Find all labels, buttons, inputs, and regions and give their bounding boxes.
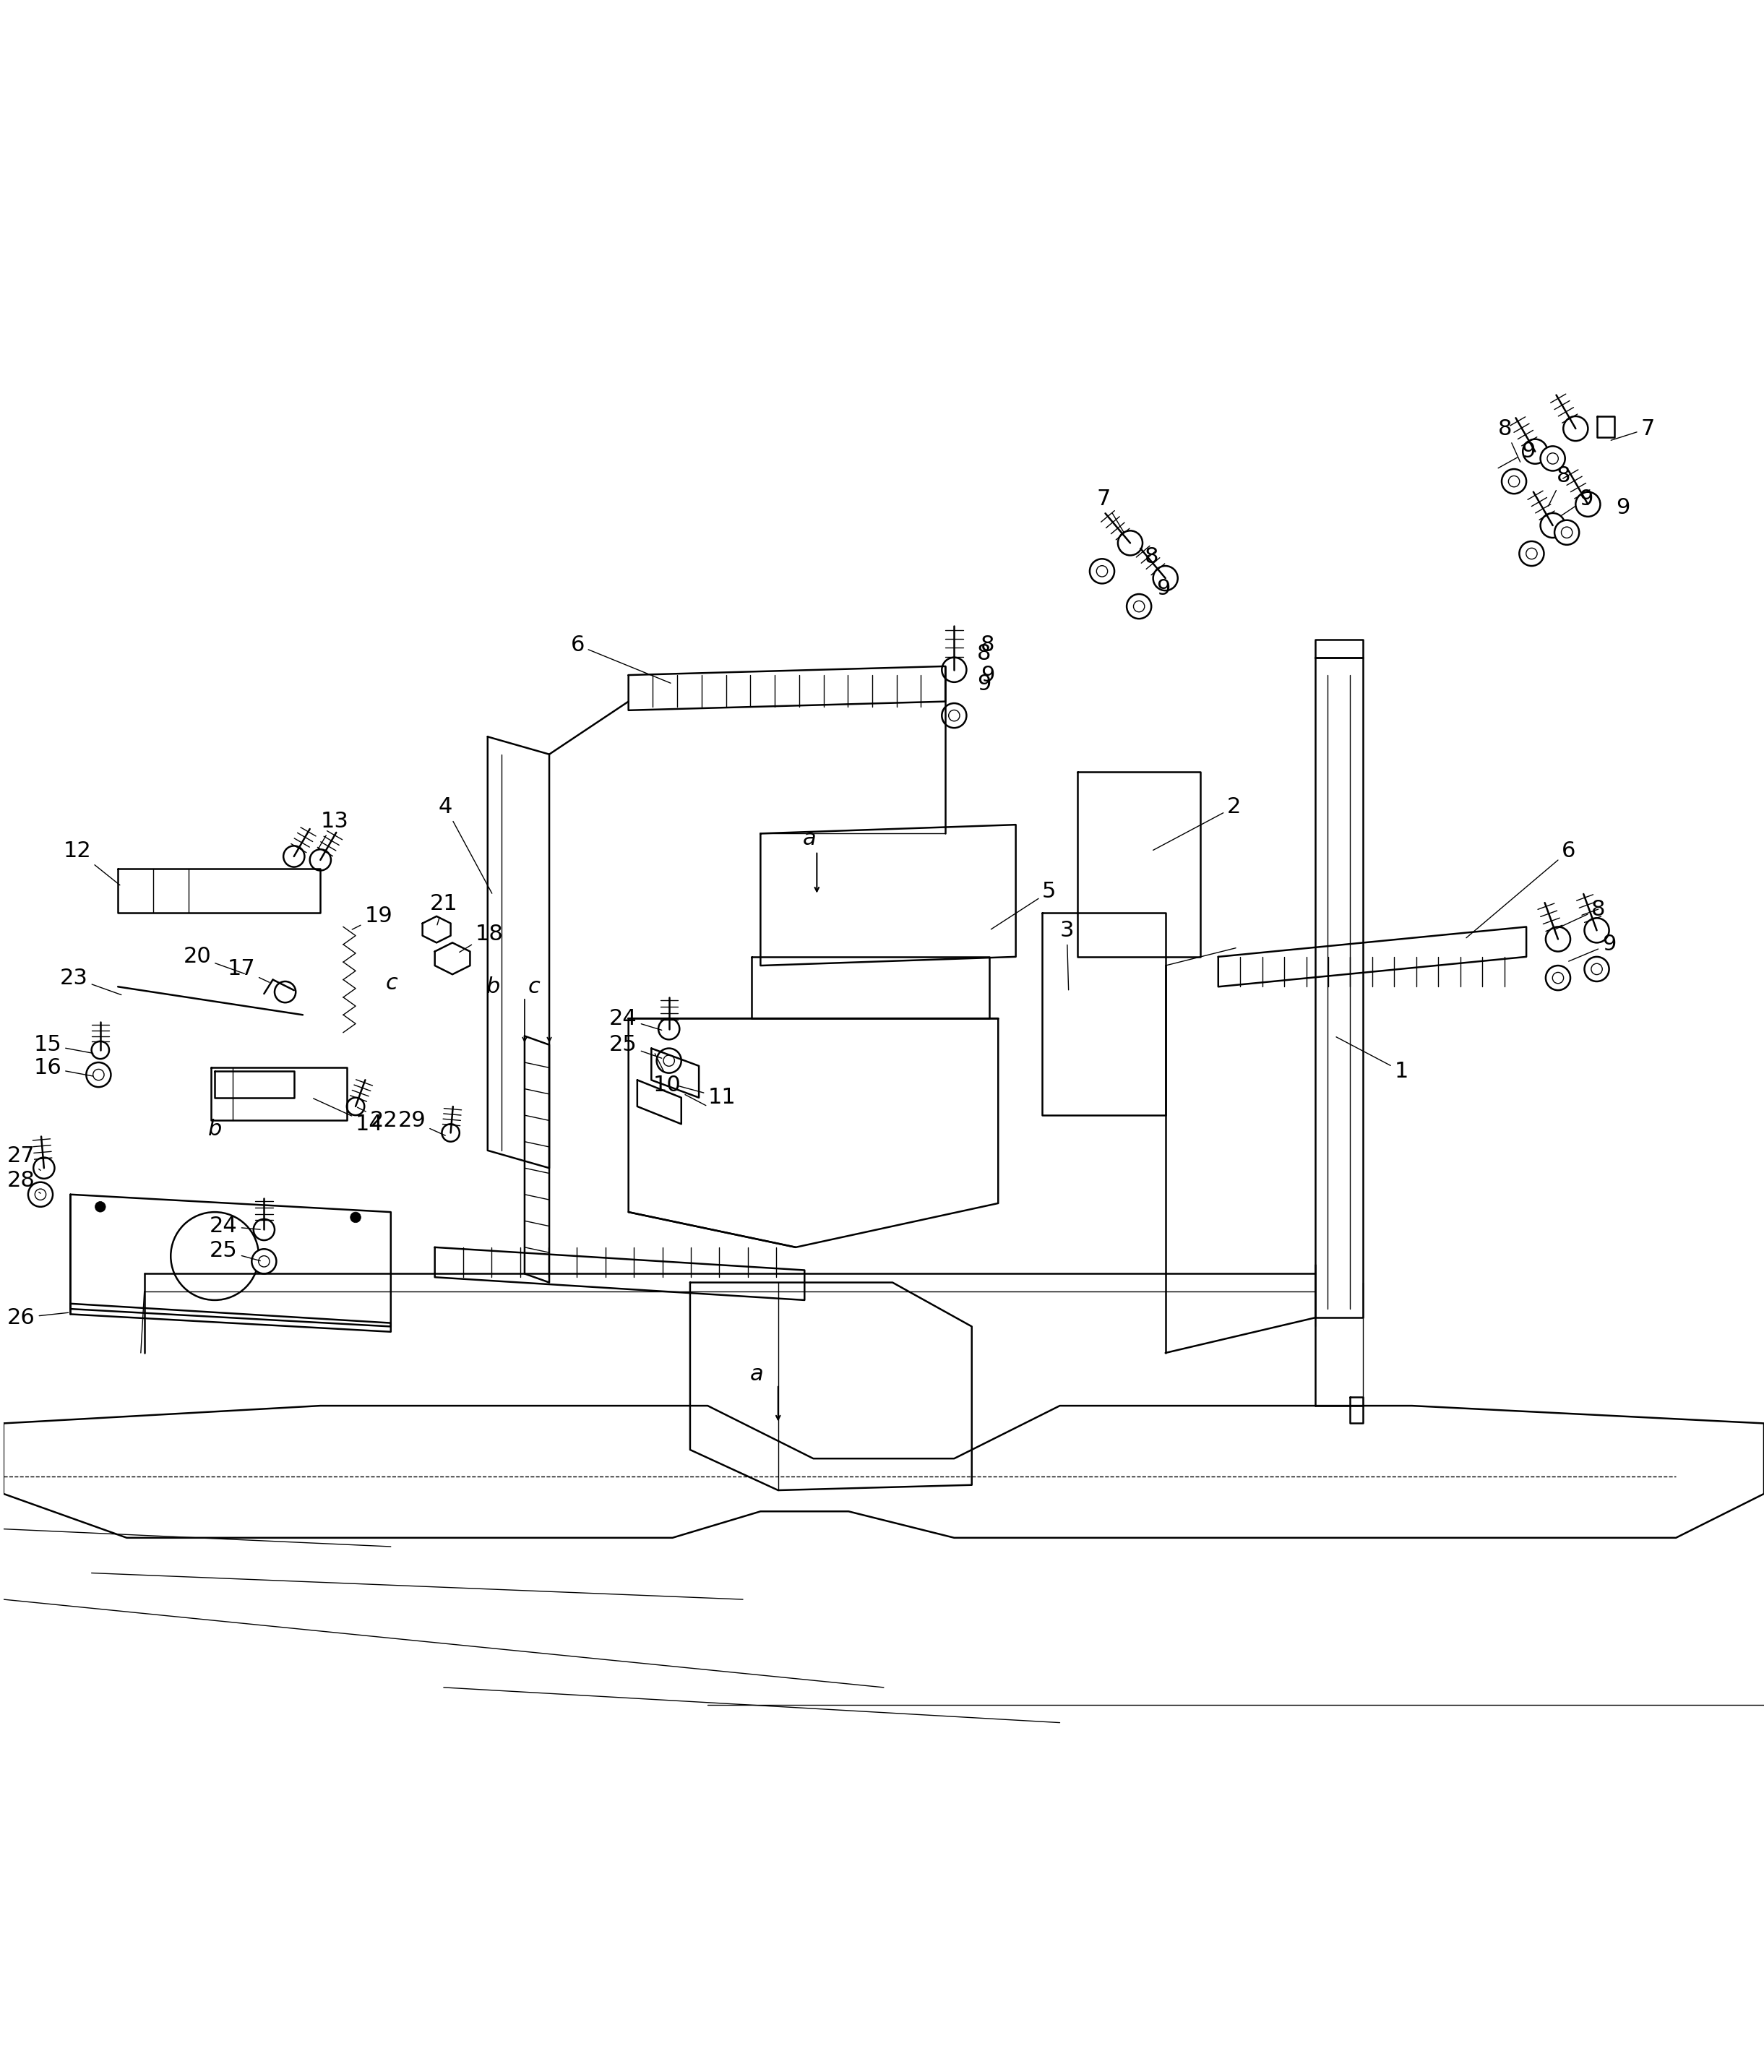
Circle shape: [949, 711, 960, 721]
Circle shape: [1540, 445, 1565, 470]
Text: 10: 10: [653, 1075, 706, 1106]
Circle shape: [1154, 566, 1178, 591]
Circle shape: [92, 1042, 109, 1059]
Circle shape: [1545, 966, 1570, 990]
Text: c: c: [527, 976, 540, 997]
Text: 6: 6: [570, 634, 670, 684]
Circle shape: [1575, 491, 1600, 516]
Text: 8: 8: [1145, 547, 1159, 568]
Text: 25: 25: [609, 1034, 662, 1059]
Circle shape: [1563, 416, 1588, 441]
Text: 7: 7: [1611, 419, 1655, 439]
Circle shape: [1584, 957, 1609, 982]
Text: 17: 17: [228, 959, 270, 982]
Text: 20: 20: [183, 947, 245, 974]
Text: 11: 11: [677, 1086, 736, 1109]
Text: 9: 9: [1498, 441, 1535, 468]
Circle shape: [1501, 468, 1526, 493]
Text: 14: 14: [314, 1098, 383, 1135]
Circle shape: [1552, 972, 1563, 984]
Circle shape: [28, 1183, 53, 1206]
Circle shape: [1519, 541, 1544, 566]
Circle shape: [95, 1202, 106, 1212]
Circle shape: [171, 1212, 259, 1299]
Text: 18: 18: [459, 924, 503, 953]
Text: 15: 15: [34, 1034, 93, 1055]
Text: 9: 9: [981, 665, 995, 686]
Text: 8: 8: [1498, 419, 1521, 462]
Text: 21: 21: [429, 893, 457, 924]
Circle shape: [93, 1069, 104, 1080]
Text: 2: 2: [1154, 796, 1242, 850]
Circle shape: [1545, 926, 1570, 951]
Text: 24: 24: [210, 1216, 261, 1237]
Circle shape: [1097, 566, 1108, 576]
Text: 25: 25: [210, 1241, 261, 1262]
Text: 23: 23: [60, 968, 122, 995]
Text: 5: 5: [991, 881, 1057, 928]
Circle shape: [259, 1256, 270, 1266]
Circle shape: [284, 845, 305, 866]
Circle shape: [1584, 918, 1609, 943]
Text: b: b: [208, 1119, 222, 1140]
Text: 22: 22: [358, 1106, 397, 1131]
Circle shape: [1118, 530, 1143, 555]
Text: 4: 4: [439, 796, 492, 893]
Circle shape: [658, 1019, 679, 1040]
Circle shape: [348, 1098, 365, 1115]
Circle shape: [1522, 439, 1547, 464]
Circle shape: [1090, 559, 1115, 584]
Text: 8: 8: [1549, 466, 1570, 506]
Text: 9: 9: [977, 673, 991, 694]
Text: 28: 28: [7, 1171, 41, 1193]
Circle shape: [1127, 595, 1152, 620]
Circle shape: [663, 1055, 674, 1067]
Circle shape: [1134, 601, 1145, 611]
Text: 7: 7: [1097, 489, 1124, 533]
Circle shape: [86, 1063, 111, 1088]
Text: 8: 8: [1554, 899, 1605, 930]
Text: 16: 16: [34, 1057, 93, 1077]
Text: 9: 9: [1157, 578, 1171, 599]
Circle shape: [942, 702, 967, 727]
Text: 27: 27: [7, 1146, 41, 1171]
Text: 3: 3: [1060, 920, 1074, 990]
Text: a: a: [750, 1363, 764, 1384]
Circle shape: [34, 1158, 55, 1179]
Circle shape: [252, 1249, 277, 1274]
Text: 29: 29: [399, 1111, 445, 1135]
Text: a: a: [803, 829, 817, 850]
Circle shape: [1547, 454, 1558, 464]
Text: c: c: [386, 972, 397, 995]
Circle shape: [1554, 520, 1579, 545]
Circle shape: [254, 1218, 275, 1241]
Text: 8: 8: [981, 634, 995, 655]
Circle shape: [35, 1189, 46, 1200]
Circle shape: [1508, 477, 1519, 487]
Circle shape: [1540, 514, 1565, 539]
Text: 1: 1: [1335, 1036, 1408, 1082]
Text: 19: 19: [353, 905, 392, 930]
Circle shape: [1526, 547, 1536, 559]
Circle shape: [1591, 963, 1602, 974]
Text: b: b: [485, 976, 499, 997]
Circle shape: [351, 1212, 362, 1222]
Circle shape: [441, 1123, 459, 1142]
Text: 6: 6: [1466, 841, 1575, 939]
Text: 9: 9: [1616, 497, 1630, 518]
Text: 9: 9: [1561, 489, 1593, 516]
Circle shape: [656, 1048, 681, 1073]
Circle shape: [942, 657, 967, 682]
Text: 24: 24: [609, 1007, 662, 1030]
Text: 9: 9: [1568, 934, 1616, 961]
Text: 26: 26: [7, 1307, 69, 1328]
Circle shape: [275, 982, 296, 1003]
Text: 13: 13: [318, 810, 349, 850]
Circle shape: [310, 850, 332, 870]
Circle shape: [1561, 526, 1572, 539]
Text: 8: 8: [977, 644, 991, 665]
Text: 12: 12: [64, 841, 120, 885]
